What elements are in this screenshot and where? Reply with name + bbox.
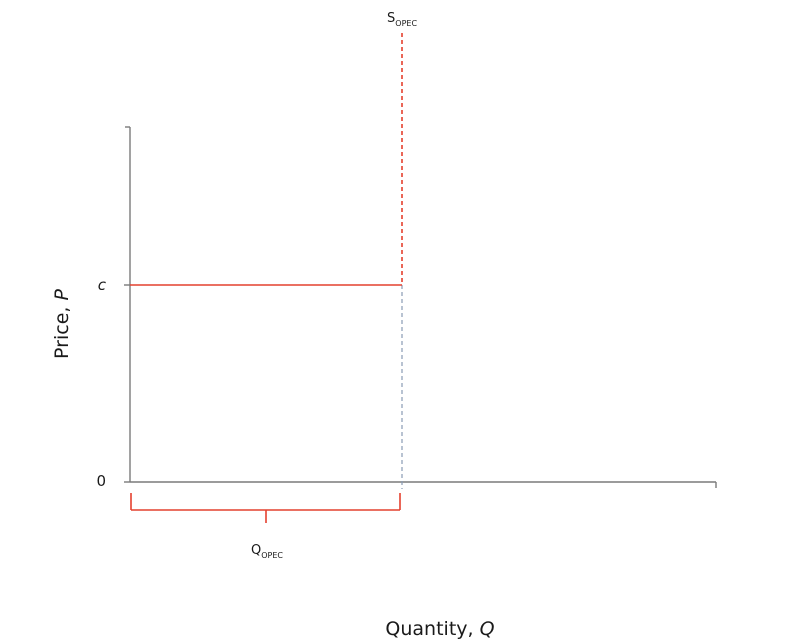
bracket-label: QOPEC — [251, 543, 283, 560]
y-axis-title-text: Price, — [51, 301, 73, 359]
bracket-label-main: Q — [251, 543, 261, 558]
supply-label: SOPEC — [387, 11, 417, 28]
supply-label-main: S — [387, 11, 395, 26]
axes — [124, 126, 717, 488]
bracket-label-sub: OPEC — [261, 551, 283, 560]
y-axis-title-var: P — [51, 289, 73, 301]
y-tick-label-c: c — [98, 276, 107, 294]
supply-curve-opec — [130, 33, 403, 286]
supply-label-sub: OPEC — [395, 19, 417, 28]
x-axis-title-var: Q — [480, 618, 495, 640]
x-axis-title-text: Quantity, — [385, 618, 479, 640]
y-axis-title: Price, P — [51, 289, 73, 359]
y-tick-label-zero: 0 — [96, 472, 106, 490]
q-opec-bracket — [130, 493, 401, 523]
x-axis-title: Quantity, Q — [385, 618, 494, 640]
